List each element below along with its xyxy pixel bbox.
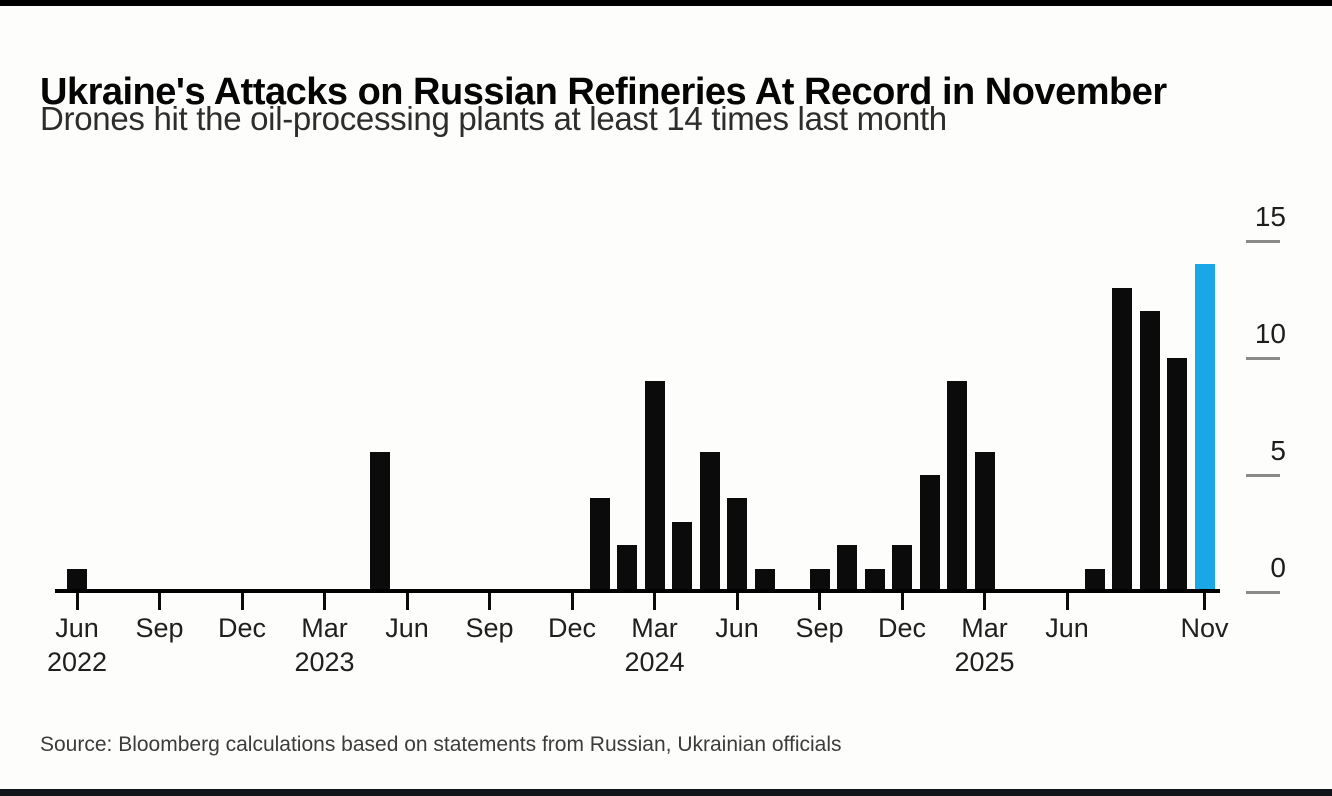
x-tick-label-2025-06: Jun xyxy=(1045,613,1089,643)
page-subtitle: Drones hit the oil-processing plants at … xyxy=(40,100,947,137)
bar-2022-06 xyxy=(67,568,87,592)
x-tick-label-2022-12: Dec xyxy=(217,613,266,643)
x-tick-2024-03 xyxy=(653,593,656,610)
bar-2024-01 xyxy=(589,498,610,592)
bar-chart: Jun 2022 Sep Dec Mar 2023 Jun Sep Dec Mar 2024 Jun S… xyxy=(46,201,1286,677)
y-tick-label-5: 5 xyxy=(1270,435,1286,466)
bar-2025-03 xyxy=(974,451,995,592)
y-tick-10 xyxy=(1246,356,1280,360)
x-tick-2022-09 xyxy=(158,593,161,610)
x-tick-label-2024-03: Mar xyxy=(631,613,678,643)
x-tick-2023-09 xyxy=(488,593,491,610)
y-tick-label-10: 10 xyxy=(1254,318,1286,349)
bar-2025-08 xyxy=(1112,287,1132,592)
bar-2025-10 xyxy=(1167,358,1187,592)
year-label-2025: 2025 xyxy=(954,647,1015,677)
bar-2025-09 xyxy=(1139,311,1160,592)
bar-2024-04 xyxy=(672,521,692,592)
bar-2024-12 xyxy=(892,545,912,592)
x-tick-label-2024-09: Sep xyxy=(795,613,844,643)
x-tick-label-2025-11: Nov xyxy=(1180,613,1229,643)
y-tick-15 xyxy=(1246,239,1280,243)
x-tick-2023-12 xyxy=(570,593,574,610)
y-tick-0 xyxy=(1246,590,1280,594)
x-tick-label-2024-12: Dec xyxy=(877,613,926,643)
bottom-border xyxy=(0,789,1332,796)
x-tick-label-2022-09: Sep xyxy=(135,613,184,643)
x-tick-2025-03 xyxy=(983,593,986,610)
year-label-2023: 2023 xyxy=(294,647,355,677)
page-title: Ukraine's Attacks on Russian Refineries … xyxy=(40,71,1167,114)
x-tick-2023-06 xyxy=(405,593,409,610)
x-tick-2022-06 xyxy=(75,593,79,610)
bar-2024-10 xyxy=(837,545,857,592)
x-tick-2025-11 xyxy=(1203,593,1206,610)
year-label-2022: 2022 xyxy=(46,647,108,677)
bar-2023-05 xyxy=(369,451,390,592)
bar-2024-02 xyxy=(617,545,637,592)
x-tick-2022-12 xyxy=(240,593,244,610)
x-tick-label-2025-03: Mar xyxy=(961,613,1008,643)
x-tick-2024-09 xyxy=(818,593,821,610)
bar-2024-09 xyxy=(809,568,830,592)
source-note: Source: Bloomberg calculations based on … xyxy=(40,733,842,756)
x-tick-label-2023-12: Dec xyxy=(547,613,596,643)
bar-2025-01 xyxy=(919,475,940,592)
x-axis-line xyxy=(55,589,1220,593)
y-tick-label-15: 15 xyxy=(1254,201,1286,232)
x-tick-label-2023-09: Sep xyxy=(465,613,514,643)
bar-2024-11 xyxy=(864,568,885,592)
x-tick-2025-06 xyxy=(1065,593,1069,610)
y-tick-label-0: 0 xyxy=(1270,552,1286,583)
x-tick-label-2024-06: Jun xyxy=(715,613,759,643)
bar-2024-03 xyxy=(644,381,665,592)
bar-2024-06 xyxy=(727,498,747,592)
bar-2025-11 xyxy=(1194,264,1215,592)
year-label-2024: 2024 xyxy=(624,647,685,677)
bar-2024-07 xyxy=(754,568,775,592)
bar-2025-07 xyxy=(1084,568,1105,592)
x-tick-2024-12 xyxy=(900,593,904,610)
x-tick-label-2022-06: Jun xyxy=(55,613,99,643)
x-tick-label-2023-06: Jun xyxy=(385,613,429,643)
top-border xyxy=(0,0,1332,6)
y-tick-5 xyxy=(1246,473,1280,477)
x-tick-label-2023-03: Mar xyxy=(301,613,348,643)
x-tick-2023-03 xyxy=(323,593,326,610)
bar-2024-05 xyxy=(699,451,720,592)
bar-2025-02 xyxy=(947,381,967,592)
x-tick-2024-06 xyxy=(735,593,739,610)
